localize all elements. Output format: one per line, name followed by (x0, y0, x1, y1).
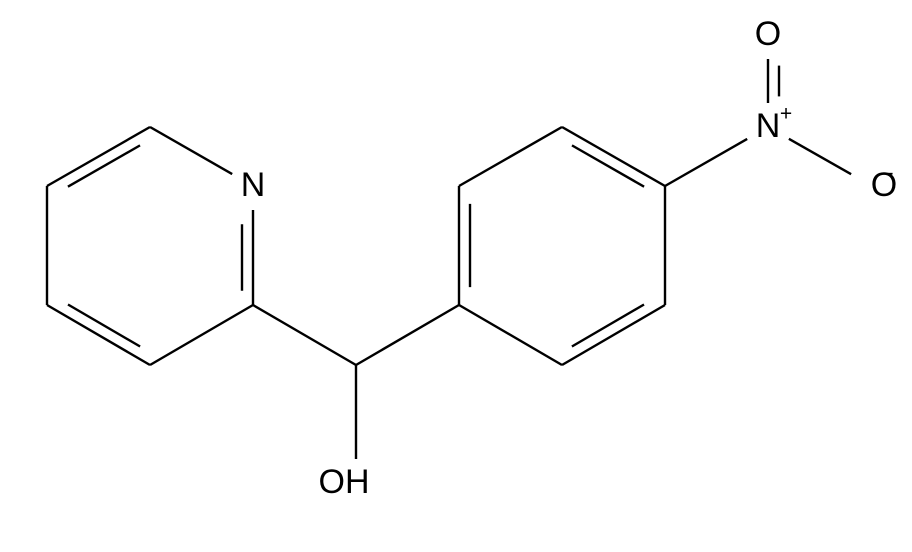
bond (459, 305, 562, 365)
atom-charge: - (886, 162, 893, 185)
bond (356, 305, 459, 365)
bond (150, 127, 232, 174)
bond (68, 304, 140, 346)
atom-label: OH (319, 463, 370, 501)
bond (562, 305, 665, 365)
bond (47, 305, 150, 365)
atom-label: N (241, 166, 266, 204)
atom-layer: NOHN+OO- (241, 15, 898, 501)
atom-charge: + (780, 103, 792, 126)
bond (68, 145, 140, 186)
atom-label: O (755, 15, 781, 53)
bond (459, 127, 562, 186)
bond (789, 139, 851, 174)
bond (572, 145, 644, 186)
bond-layer (47, 59, 851, 459)
bond (150, 305, 253, 365)
bond (253, 305, 356, 365)
atom-label: N (756, 107, 781, 145)
bond (562, 127, 665, 186)
bond (47, 127, 150, 186)
bond (665, 139, 747, 186)
molecule-diagram: NOHN+OO- (0, 0, 912, 552)
bond (572, 304, 644, 346)
